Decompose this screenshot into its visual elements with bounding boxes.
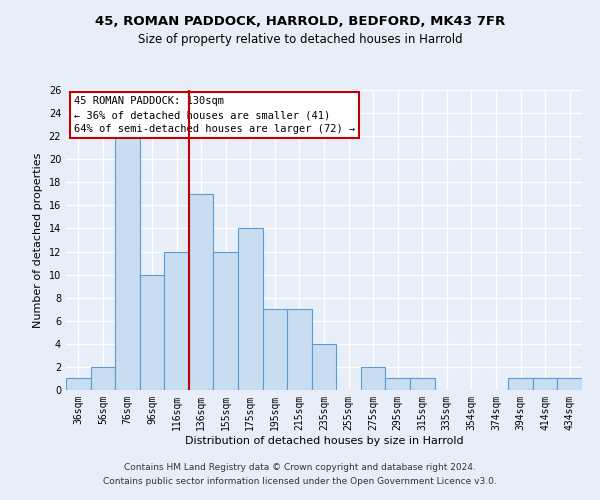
X-axis label: Distribution of detached houses by size in Harrold: Distribution of detached houses by size … [185,436,463,446]
Bar [189,194,214,390]
Text: 45 ROMAN PADDOCK: 130sqm
← 36% of detached houses are smaller (41)
64% of semi-d: 45 ROMAN PADDOCK: 130sqm ← 36% of detach… [74,96,355,134]
Bar [115,136,140,390]
Bar [214,252,238,390]
Bar [91,367,115,390]
Bar [557,378,582,390]
Bar [361,367,385,390]
Bar [410,378,434,390]
Bar [508,378,533,390]
Bar [164,252,189,390]
Bar [312,344,336,390]
Bar [533,378,557,390]
Bar [263,309,287,390]
Bar [140,274,164,390]
Y-axis label: Number of detached properties: Number of detached properties [33,152,43,328]
Text: Contains public sector information licensed under the Open Government Licence v3: Contains public sector information licen… [103,477,497,486]
Text: Contains HM Land Registry data © Crown copyright and database right 2024.: Contains HM Land Registry data © Crown c… [124,464,476,472]
Bar [385,378,410,390]
Bar [238,228,263,390]
Bar [66,378,91,390]
Text: Size of property relative to detached houses in Harrold: Size of property relative to detached ho… [137,32,463,46]
Bar [287,309,312,390]
Text: 45, ROMAN PADDOCK, HARROLD, BEDFORD, MK43 7FR: 45, ROMAN PADDOCK, HARROLD, BEDFORD, MK4… [95,15,505,28]
